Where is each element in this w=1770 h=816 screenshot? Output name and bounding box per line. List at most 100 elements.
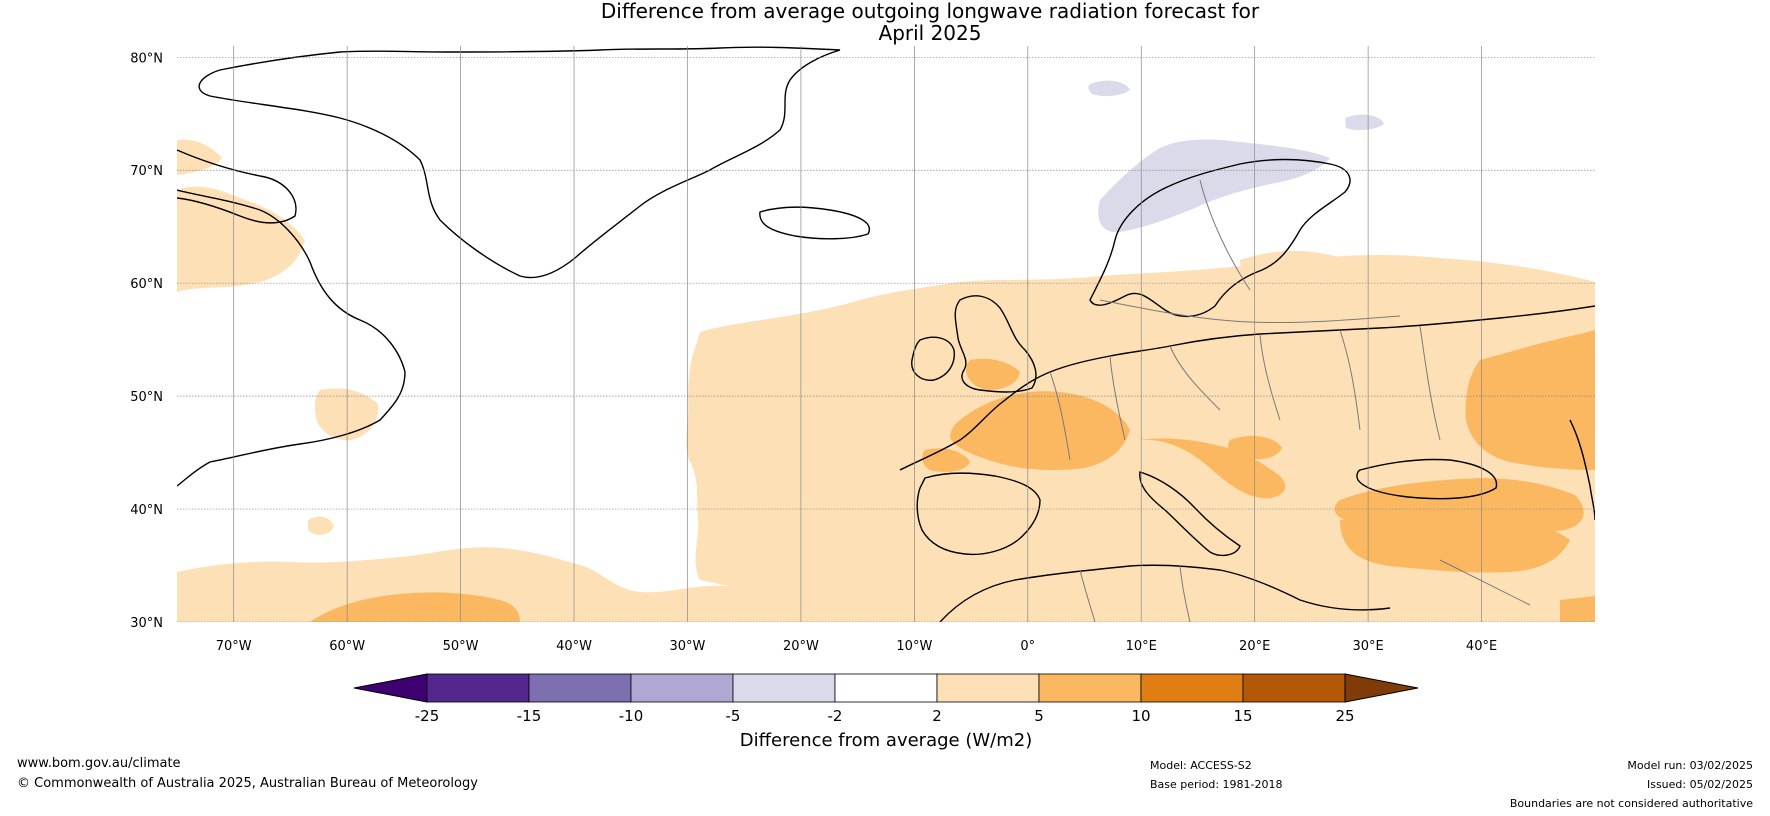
anomaly-region-italy bbox=[1140, 438, 1286, 499]
anomaly-region-france bbox=[950, 391, 1130, 470]
boundary-europe-6 bbox=[1419, 325, 1441, 441]
coastline-europe-mainland bbox=[899, 305, 1595, 471]
map-title: Difference from average outgoing longwav… bbox=[0, 0, 1770, 44]
colorbar-segment bbox=[834, 673, 938, 703]
anomaly-region-norwegian-sea bbox=[1098, 139, 1330, 233]
boundary-europe-2 bbox=[1109, 355, 1126, 441]
colorbar-segment bbox=[528, 673, 632, 703]
latitude-label: 50°N bbox=[130, 390, 163, 405]
longitude-label: 10°E bbox=[1126, 639, 1157, 654]
footer-disclaimer: Boundaries are not considered authoritat… bbox=[1509, 797, 1753, 810]
boundary-europe-5 bbox=[1339, 329, 1361, 431]
colorbar-tick-label: 5 bbox=[1034, 707, 1044, 725]
map-layers bbox=[177, 46, 1595, 622]
footer-copyright: © Commonwealth of Australia 2025, Austra… bbox=[17, 776, 478, 791]
footer-issued: Issued: 05/02/2025 bbox=[1646, 778, 1753, 791]
latitude-labels: 80°N 70°N 60°N 50°N 40°N 30°N bbox=[130, 51, 163, 631]
anomaly-region-hudson bbox=[177, 186, 305, 292]
coastline-baffin bbox=[177, 149, 297, 224]
colorbar-extend-low bbox=[353, 673, 428, 703]
colorbar-tick-label: 10 bbox=[1131, 707, 1150, 725]
coastline-black-sea bbox=[1356, 458, 1498, 500]
longitude-label: 30°E bbox=[1352, 639, 1383, 654]
anomaly-region-franz-josef bbox=[1345, 114, 1384, 131]
anomaly-region-subtropical-west bbox=[310, 592, 520, 622]
coastline-greenland bbox=[198, 46, 841, 279]
colorbar-segment bbox=[630, 673, 734, 703]
longitude-label: 20°E bbox=[1239, 639, 1270, 654]
longitude-label: 10°W bbox=[896, 639, 932, 654]
longitude-label: 20°W bbox=[783, 639, 819, 654]
colorbar-tick-label: -10 bbox=[619, 707, 644, 725]
boundary-europe-3 bbox=[1169, 345, 1221, 411]
longitude-label: 60°W bbox=[329, 639, 365, 654]
colorbar-segment bbox=[732, 673, 836, 703]
coastlines bbox=[177, 46, 1595, 622]
colorbar-tick-label: 15 bbox=[1233, 707, 1252, 725]
longitude-labels: 70°W 60°W 50°W 40°W 30°W 20°W 10°W 0° 10°E 20°E 30… bbox=[216, 639, 1497, 654]
footer-model-run: Model run: 03/02/2025 bbox=[1627, 759, 1753, 772]
anomaly-region-atlantic-small bbox=[308, 516, 334, 535]
anomaly-region-scandinavia bbox=[1240, 250, 1400, 290]
footer-model: Model: ACCESS-S2 bbox=[1150, 759, 1252, 772]
footer-website: www.bom.gov.au/climate bbox=[17, 756, 181, 771]
longitude-label: 40°W bbox=[556, 639, 592, 654]
longitude-label: 70°W bbox=[216, 639, 252, 654]
colorbar-segment bbox=[1140, 673, 1244, 703]
colorbar-tick-label: 25 bbox=[1335, 707, 1354, 725]
coastline-italy bbox=[1139, 471, 1241, 557]
anomaly-region-baffin bbox=[177, 139, 222, 175]
boundary-scandinavia bbox=[1199, 179, 1251, 291]
boundary-europe-7 bbox=[1099, 299, 1401, 324]
anomaly-region-uk bbox=[966, 358, 1020, 390]
boundary-africa-2 bbox=[1179, 565, 1191, 622]
coastline-ireland bbox=[911, 336, 955, 381]
colorbar-tick-label: 2 bbox=[932, 707, 942, 725]
longitude-label: 40°E bbox=[1466, 639, 1497, 654]
anomaly-region-labrador bbox=[315, 388, 379, 441]
latitude-label: 30°N bbox=[130, 616, 163, 631]
title-line-1: Difference from average outgoing longwav… bbox=[600, 0, 1260, 23]
colorbar-segment bbox=[936, 673, 1040, 703]
colorbar-tick-label: -25 bbox=[415, 707, 440, 725]
longitude-label: 50°W bbox=[443, 639, 479, 654]
colorbar-segment bbox=[1038, 673, 1142, 703]
graticule bbox=[177, 46, 1595, 622]
colorbar-extend-high bbox=[1344, 673, 1419, 703]
colorbar: -25 -15 -10 -5 -2 2 5 10 15 25 bbox=[353, 673, 1419, 725]
longitude-label: 30°W bbox=[670, 639, 706, 654]
colorbar-tick-label: -2 bbox=[828, 707, 843, 725]
anomaly-region-svalbard bbox=[1088, 80, 1130, 97]
longitude-label: 0° bbox=[1020, 639, 1035, 654]
latitude-label: 60°N bbox=[130, 277, 163, 292]
colorbar-segment bbox=[426, 673, 530, 703]
boundary-middle-east bbox=[1439, 559, 1531, 606]
anomaly-region-balkans bbox=[1228, 435, 1282, 460]
colorbar-label: Difference from average (W/m2) bbox=[740, 730, 1032, 751]
coastline-iberia bbox=[916, 472, 1041, 556]
title-line-2: April 2025 bbox=[878, 21, 982, 45]
coastline-iceland bbox=[759, 206, 871, 240]
colorbar-tick-label: -15 bbox=[517, 707, 542, 725]
anomaly-region-anatolia bbox=[1340, 513, 1570, 573]
boundary-europe-1 bbox=[1049, 371, 1071, 461]
anomaly-orange-regions bbox=[310, 330, 1595, 622]
coastline-scandinavia bbox=[1089, 158, 1351, 317]
latitude-gridlines bbox=[177, 56, 1595, 622]
coastline-caspian bbox=[1569, 419, 1595, 521]
national-boundaries bbox=[1049, 179, 1531, 622]
footer-base-period: Base period: 1981-2018 bbox=[1150, 778, 1283, 791]
anomaly-region-middle-east bbox=[1560, 596, 1595, 622]
colorbar-tick-label: -5 bbox=[726, 707, 741, 725]
latitude-label: 40°N bbox=[130, 503, 163, 518]
latitude-label: 80°N bbox=[130, 51, 163, 66]
boundary-africa-1 bbox=[1079, 569, 1096, 622]
longitude-gridlines bbox=[233, 46, 1482, 622]
anomaly-pale-purple-regions bbox=[1088, 80, 1384, 233]
coastline-labrador bbox=[177, 189, 406, 487]
coastline-great-britain bbox=[954, 295, 1037, 393]
latitude-label: 70°N bbox=[130, 164, 163, 179]
anomaly-region-caspian bbox=[1465, 330, 1595, 470]
coastline-north-africa bbox=[939, 564, 1391, 622]
